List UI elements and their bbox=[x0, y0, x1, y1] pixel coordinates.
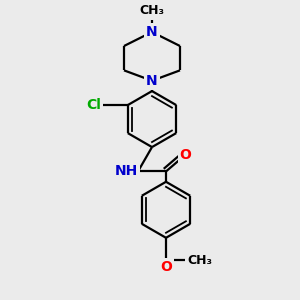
Text: N: N bbox=[146, 74, 158, 88]
Text: NH: NH bbox=[115, 164, 138, 178]
Text: Cl: Cl bbox=[86, 98, 101, 112]
Text: CH₃: CH₃ bbox=[140, 4, 164, 17]
Text: O: O bbox=[180, 148, 191, 162]
Text: CH₃: CH₃ bbox=[187, 254, 212, 267]
Text: N: N bbox=[146, 25, 158, 39]
Text: O: O bbox=[160, 260, 172, 274]
